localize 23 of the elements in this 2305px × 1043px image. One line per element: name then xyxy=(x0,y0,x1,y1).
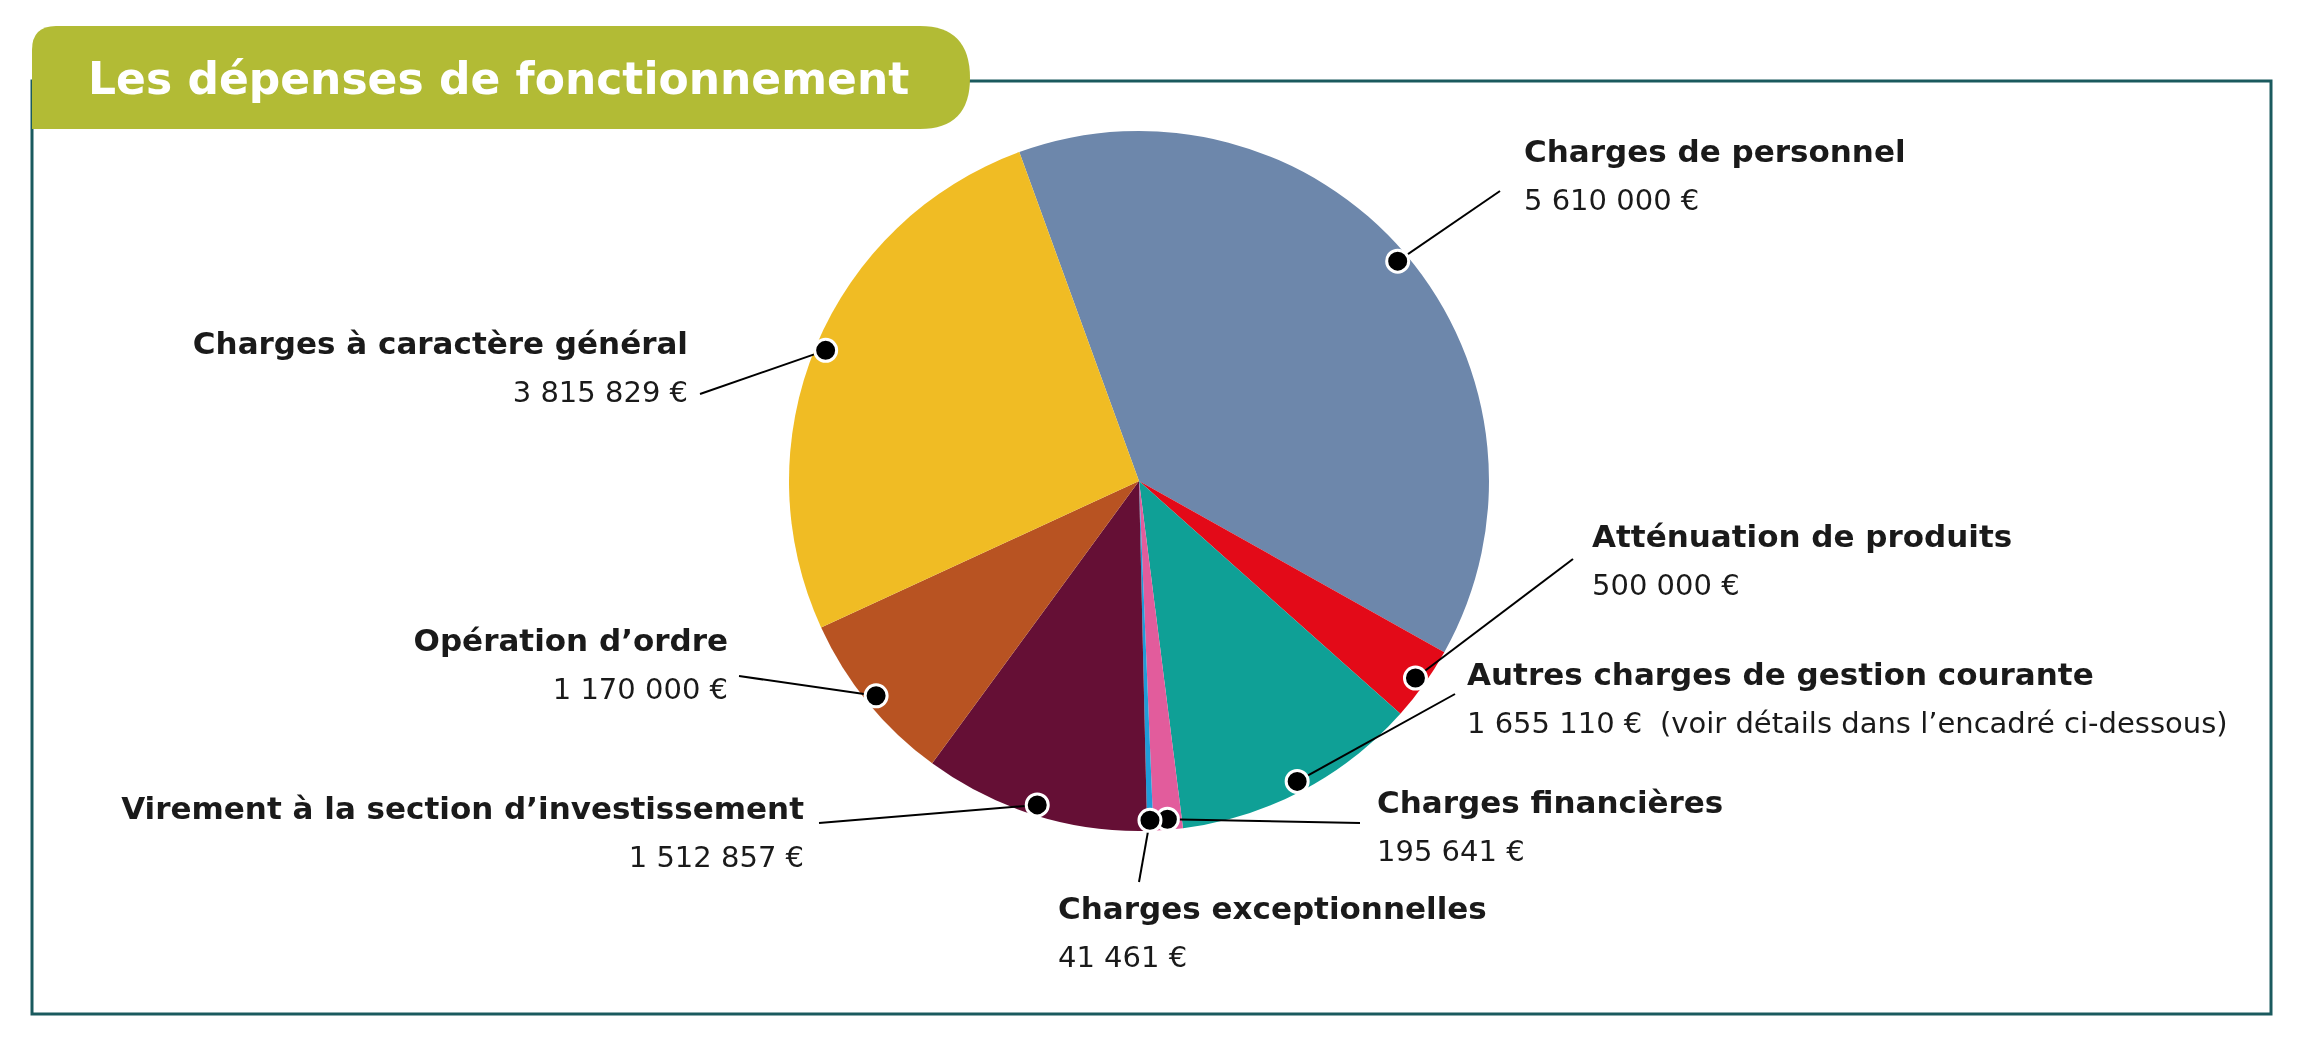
pie-slice xyxy=(821,481,1139,764)
data-label: 5 610 000 € xyxy=(1524,183,1700,217)
data-label: 500 000 € xyxy=(1592,568,1740,602)
slice-label: Charges à caractère général xyxy=(192,325,688,361)
chart-title: Les dépenses de fonctionnement xyxy=(88,53,910,104)
data-label: 1 170 000 € xyxy=(552,672,728,706)
slice-label: Atténuation de produits xyxy=(1592,518,2013,554)
pie-slice xyxy=(789,152,1139,628)
slice-label: Autres charges de gestion courante xyxy=(1467,656,2094,692)
pie-slice xyxy=(932,481,1148,831)
data-label: 41 461 € xyxy=(1058,940,1188,974)
slice-label: Charges de personnel xyxy=(1524,133,1906,169)
data-label: 195 641 € xyxy=(1377,834,1525,868)
slice-label: Virement à la section d’investissement xyxy=(121,790,805,826)
text: (voir détails dans l’encadré ci-dessous) xyxy=(1660,706,2228,740)
data-label: 1 655 110 € xyxy=(1467,706,1643,740)
slice-label: Charges exceptionnelles xyxy=(1058,890,1487,926)
data-label: 3 815 829 € xyxy=(512,375,688,409)
slice-label: Charges financières xyxy=(1377,784,1724,820)
data-label: 1 512 857 € xyxy=(628,840,804,874)
pie-slice xyxy=(1139,481,1445,714)
slice-label: Opération d’ordre xyxy=(413,622,728,658)
pie-slice xyxy=(1019,131,1489,653)
